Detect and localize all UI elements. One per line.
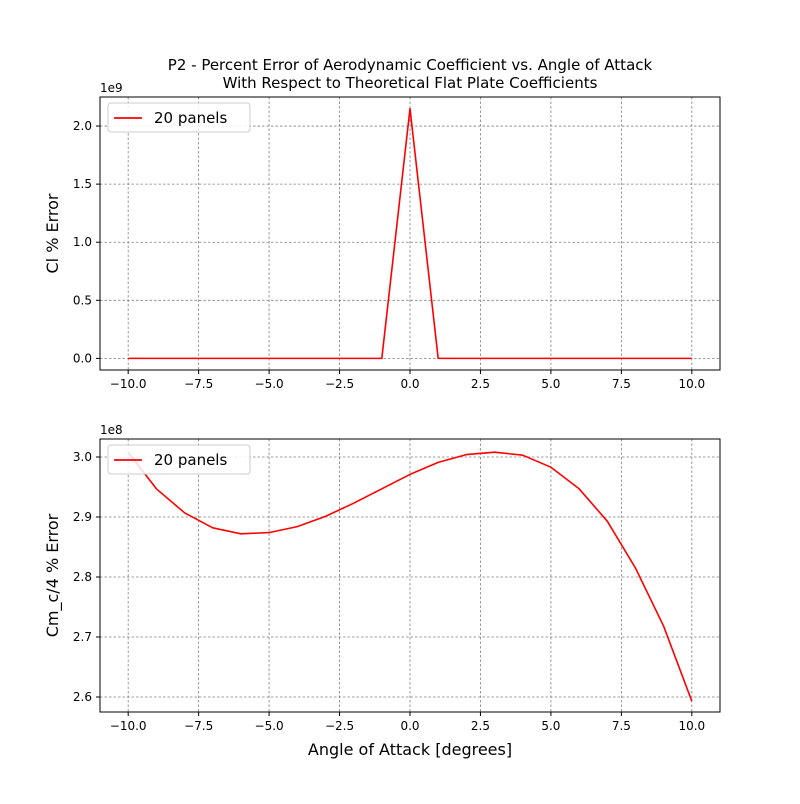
data-point xyxy=(550,466,552,468)
chart-title-line-2: With Respect to Theoretical Flat Plate C… xyxy=(223,74,598,92)
data-point xyxy=(635,567,637,569)
data-point xyxy=(212,527,214,529)
legend-label: 20 panels xyxy=(154,451,227,469)
x-tick-label: −10.0 xyxy=(110,719,147,733)
legend-box xyxy=(107,102,251,133)
series-line-1 xyxy=(127,451,693,702)
x-tick-label: 0.0 xyxy=(400,719,419,733)
data-point xyxy=(635,358,637,360)
data-point xyxy=(522,454,524,456)
data-point xyxy=(578,358,580,360)
data-point xyxy=(184,512,186,514)
data-point xyxy=(663,358,665,360)
data-point xyxy=(156,488,158,490)
x-tick-label: −2.5 xyxy=(325,377,354,391)
legend-box xyxy=(107,444,251,475)
y-tick-label: 2.9 xyxy=(73,510,92,524)
data-point xyxy=(691,358,693,360)
y-tick-label: 3.0 xyxy=(73,450,92,464)
data-point xyxy=(325,358,327,360)
y-tick-label: 1.0 xyxy=(73,235,92,249)
x-tick-label: −7.5 xyxy=(184,719,213,733)
data-point xyxy=(381,358,383,360)
y-tick-label: 2.0 xyxy=(73,119,92,133)
data-point xyxy=(466,454,468,456)
x-tick-label: −7.5 xyxy=(184,377,213,391)
x-tick-label: −5.0 xyxy=(255,719,284,733)
data-point xyxy=(156,358,158,360)
x-tick-label: −5.0 xyxy=(255,377,284,391)
data-point xyxy=(381,488,383,490)
x-tick-label: 5.0 xyxy=(541,719,560,733)
y-offset-label: 1e8 xyxy=(100,423,123,437)
x-tick-label: −2.5 xyxy=(325,719,354,733)
data-point xyxy=(494,358,496,360)
data-point xyxy=(127,358,129,360)
x-tick-label: 5.0 xyxy=(541,377,560,391)
x-tick-label: 7.5 xyxy=(612,377,631,391)
x-axis-label: Angle of Attack [degrees] xyxy=(308,740,512,759)
data-point xyxy=(240,358,242,360)
data-point xyxy=(409,108,411,110)
x-tick-label: 2.5 xyxy=(471,719,490,733)
y-offset-label: 1e9 xyxy=(100,81,123,95)
x-tick-label: 10.0 xyxy=(678,719,705,733)
data-point xyxy=(409,474,411,476)
data-point xyxy=(550,358,552,360)
data-point xyxy=(437,462,439,464)
data-point xyxy=(606,520,608,522)
x-tick-label: 0.0 xyxy=(400,377,419,391)
x-tick-label: −10.0 xyxy=(110,377,147,391)
y-tick-label: 0.5 xyxy=(73,293,92,307)
data-point xyxy=(494,451,496,453)
data-point xyxy=(184,358,186,360)
y-tick-label: 2.8 xyxy=(73,570,92,584)
data-point xyxy=(466,358,468,360)
data-point xyxy=(663,625,665,627)
data-point xyxy=(325,516,327,518)
series-line-1 xyxy=(128,107,692,360)
data-point xyxy=(212,358,214,360)
x-tick-label: 2.5 xyxy=(471,377,490,391)
y-tick-label: 0.0 xyxy=(73,351,92,365)
data-point xyxy=(296,526,298,528)
x-tick-label: 7.5 xyxy=(612,719,631,733)
data-point xyxy=(353,358,355,360)
y-tick-label: 2.7 xyxy=(73,630,92,644)
chart-panel-2: −10.0 −7.5 −5.0 −2.5 0.0 2.5 5.0 7.5 10.0 2.6 2.7 2… xyxy=(43,423,721,759)
y-axis-label: Cm_c/4 % Error xyxy=(43,513,63,637)
data-point xyxy=(437,358,439,360)
y-tick-label: 2.6 xyxy=(73,690,92,704)
data-point xyxy=(353,502,355,504)
y-tick-label: 1.5 xyxy=(73,177,92,191)
chart-title-line-1: P2 - Percent Error of Aerodynamic Coeffi… xyxy=(168,56,653,74)
data-point xyxy=(522,358,524,360)
data-point xyxy=(578,488,580,490)
data-point xyxy=(268,358,270,360)
chart-panel-1: −10.0 −7.5 −5.0 −2.5 0.0 2.5 5.0 7.5 10.0 0.0 0.5 1… xyxy=(43,81,721,391)
legend: 20 panels xyxy=(107,102,251,133)
data-point xyxy=(691,700,693,702)
x-tick-label: 10.0 xyxy=(678,377,705,391)
data-point xyxy=(240,533,242,535)
legend: 20 panels xyxy=(107,444,251,475)
legend-label: 20 panels xyxy=(154,109,227,127)
data-point xyxy=(268,532,270,534)
data-point xyxy=(606,358,608,360)
y-axis-label: Cl % Error xyxy=(43,193,62,273)
data-point xyxy=(296,358,298,360)
